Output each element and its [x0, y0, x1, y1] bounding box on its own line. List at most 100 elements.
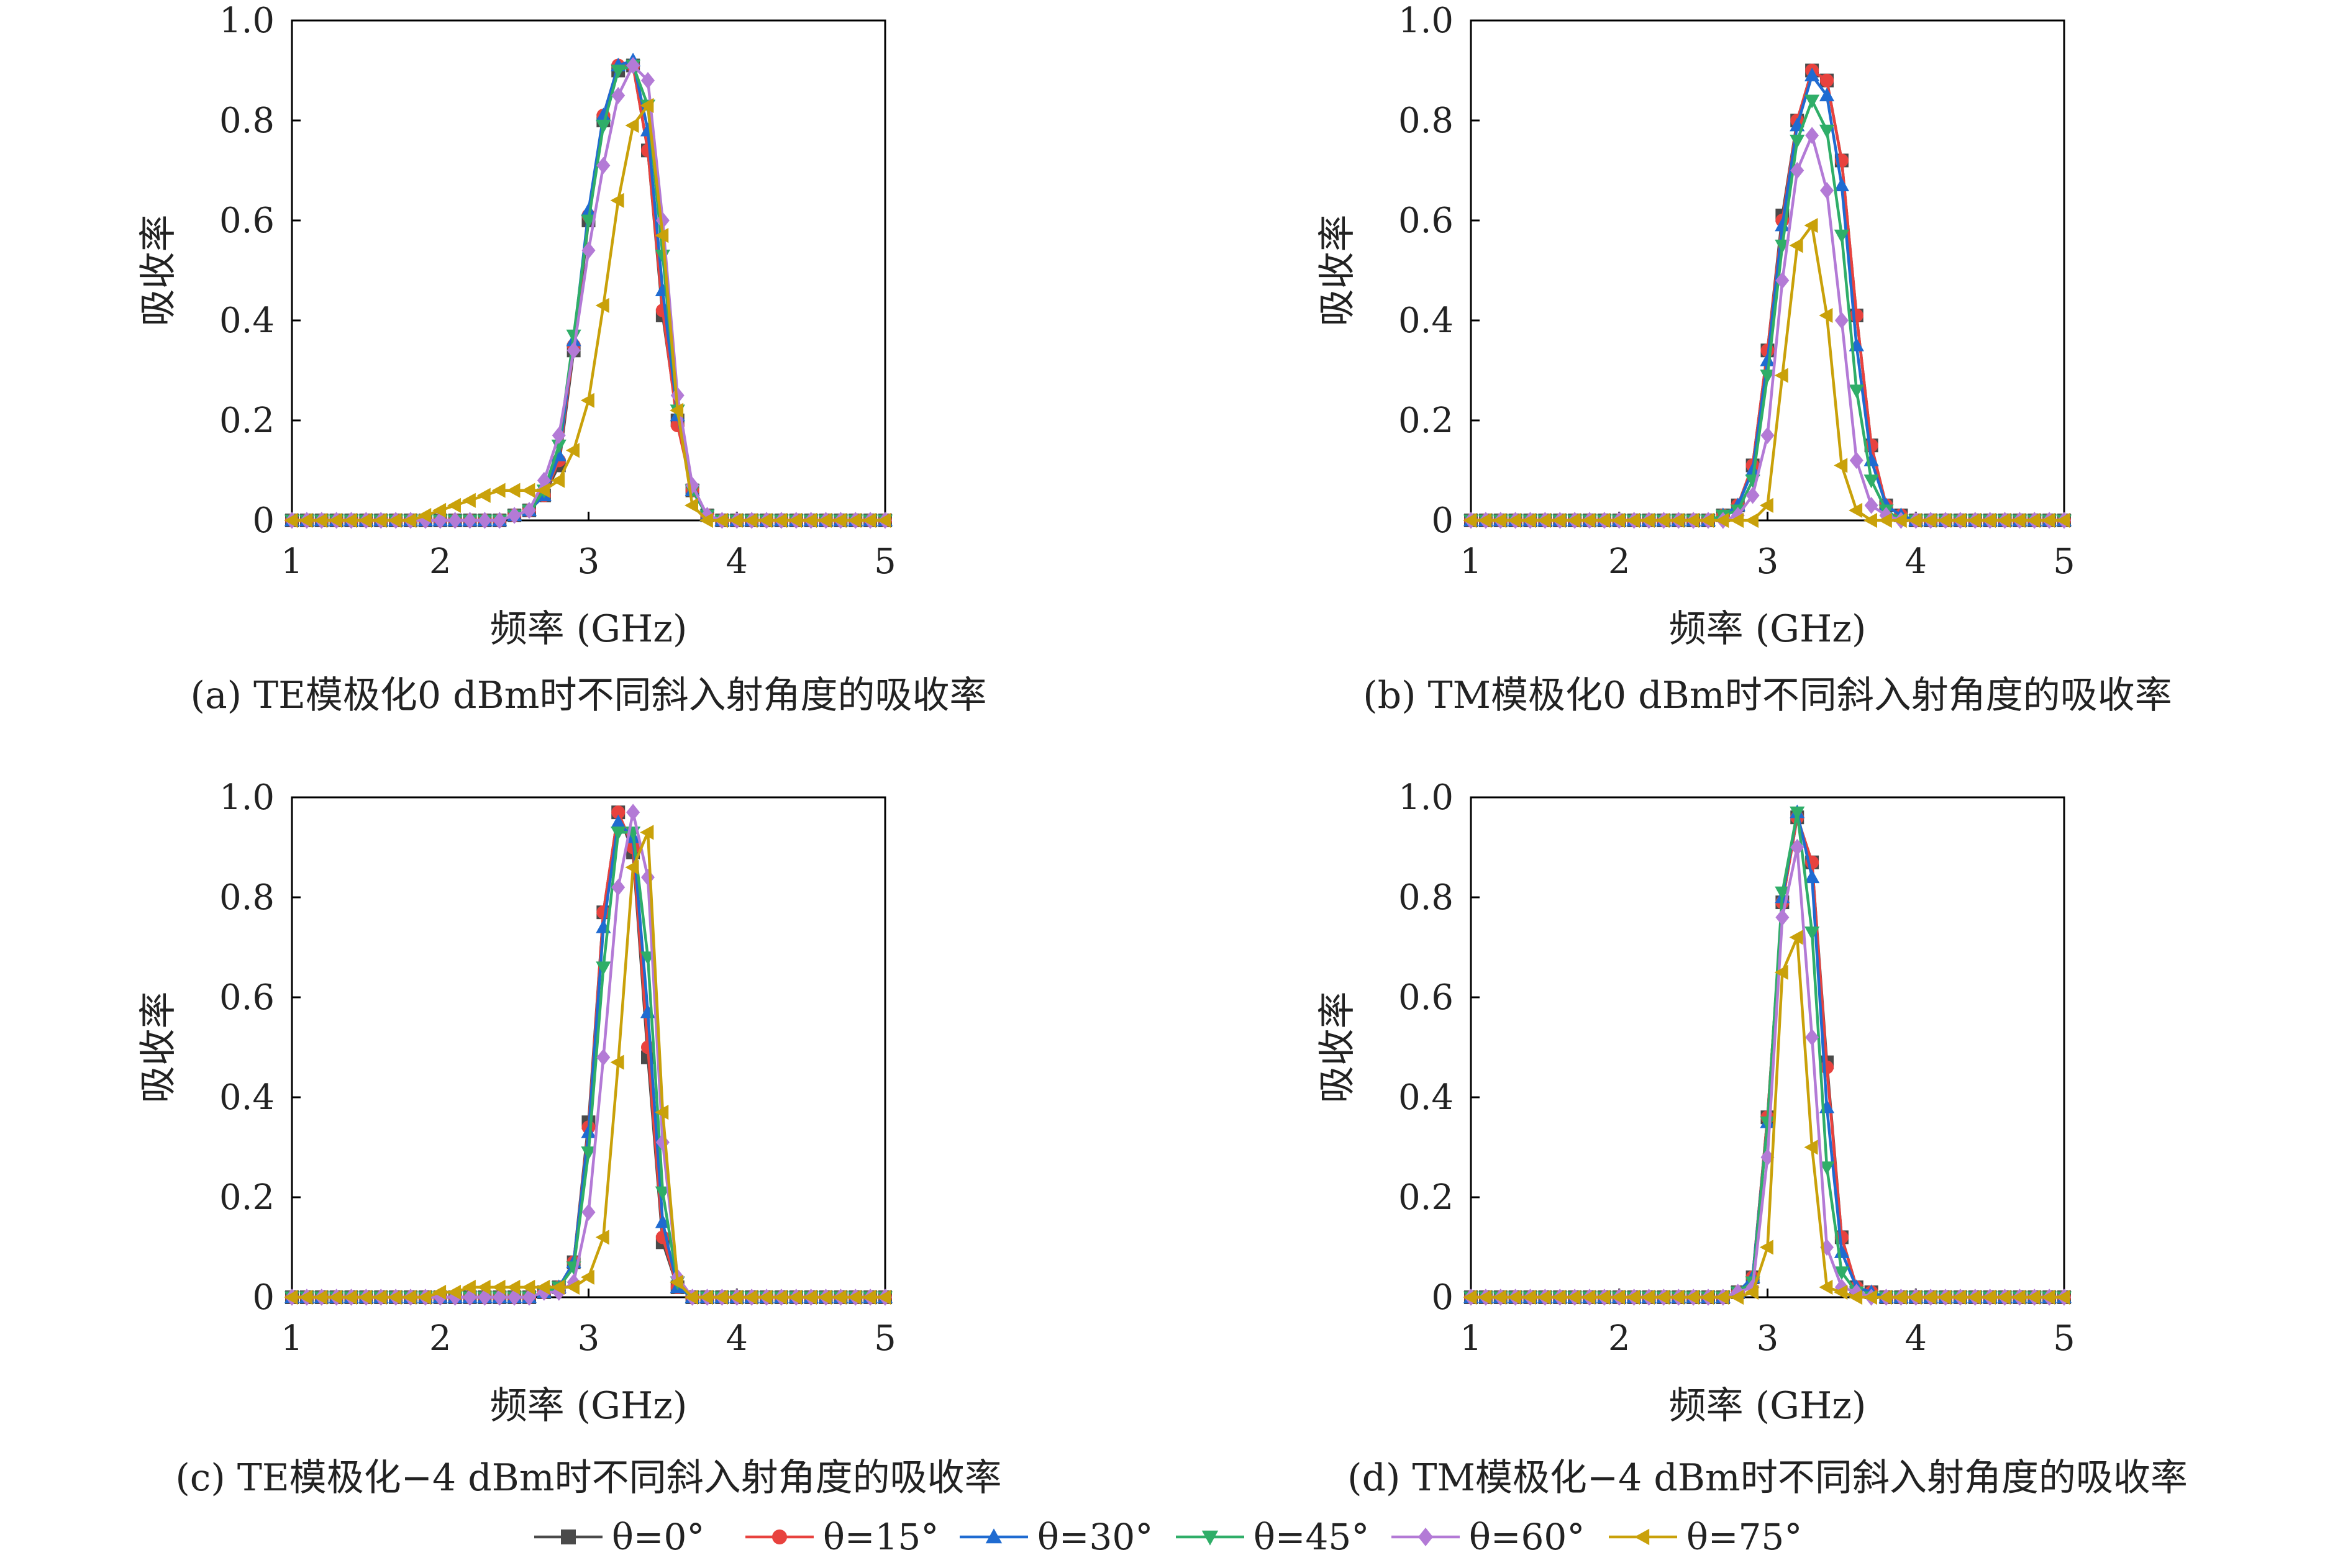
plot-frame — [291, 796, 886, 1298]
data-point — [343, 512, 357, 528]
data-point — [462, 1279, 476, 1295]
data-point — [670, 402, 684, 418]
x-tick-label: 5 — [874, 1318, 896, 1359]
data-point — [1967, 512, 1982, 528]
data-point — [403, 1289, 417, 1305]
data-point — [565, 443, 580, 458]
data-point — [1760, 1116, 1775, 1130]
data-point — [699, 1289, 713, 1305]
data-point — [1730, 1289, 1744, 1305]
data-point — [358, 1289, 372, 1305]
data-point — [1849, 451, 1863, 469]
data-point — [1819, 1161, 1835, 1176]
data-point — [744, 1289, 758, 1305]
x-tick-label: 4 — [1904, 1318, 1927, 1359]
x-tick-label: 4 — [1904, 542, 1927, 582]
data-point — [1834, 229, 1849, 243]
data-point — [1522, 512, 1536, 528]
data-point — [1790, 161, 1804, 179]
series-2 — [284, 814, 893, 1303]
x-tick-label: 3 — [1757, 1318, 1779, 1359]
data-point — [463, 512, 477, 529]
data-point — [432, 1284, 447, 1300]
legend-label: θ=75° — [1686, 1516, 1802, 1558]
data-point — [758, 1289, 773, 1305]
data-point — [655, 1186, 670, 1200]
data-point — [640, 1004, 656, 1018]
data-point — [373, 1289, 387, 1305]
data-point — [832, 1289, 847, 1305]
data-point — [506, 1279, 521, 1295]
data-point — [552, 427, 566, 444]
panel-caption: (d) TM模极化−4 dBm时不同斜入射角度的吸收率 — [1347, 1456, 2188, 1500]
data-point — [1849, 308, 1863, 322]
data-point — [1493, 1289, 1507, 1305]
series-line — [1471, 74, 2064, 522]
data-point — [1923, 512, 1937, 528]
data-point — [714, 1289, 728, 1305]
legend-label: θ=15° — [823, 1516, 939, 1558]
series-5 — [1463, 930, 2070, 1305]
data-point — [803, 512, 817, 528]
data-point — [655, 1214, 670, 1228]
plot-frame — [291, 19, 886, 522]
data-point — [729, 512, 743, 528]
data-point — [1849, 502, 1863, 518]
data-point — [1834, 1266, 1849, 1280]
data-point — [595, 297, 609, 313]
data-point — [1463, 512, 1477, 528]
data-point — [1849, 1289, 1863, 1305]
x-tick-label: 2 — [1608, 542, 1631, 582]
data-point — [328, 1289, 342, 1305]
data-point — [476, 487, 491, 503]
data-point — [448, 512, 462, 529]
y-axis-label: 吸收率 — [137, 992, 180, 1103]
y-tick-label: 0 — [252, 1277, 275, 1318]
x-axis-label: 频率 (GHz) — [1669, 607, 1867, 651]
data-point — [506, 483, 521, 498]
data-point — [596, 119, 611, 134]
data-point — [1937, 512, 1952, 528]
data-point — [551, 473, 565, 488]
data-point — [611, 87, 626, 104]
data-point — [1863, 474, 1879, 489]
series-line — [292, 64, 885, 522]
series-5 — [1463, 217, 2070, 528]
data-point — [655, 228, 669, 243]
data-point — [1581, 1289, 1596, 1305]
data-point — [862, 512, 876, 528]
y-tick-label: 0.6 — [219, 977, 275, 1018]
data-point — [343, 1289, 357, 1305]
data-point — [373, 512, 387, 528]
data-point — [1923, 1289, 1937, 1305]
series-0 — [1464, 63, 2071, 527]
data-point — [1819, 88, 1835, 102]
data-point — [1507, 512, 1521, 528]
x-tick-label: 2 — [429, 1318, 452, 1359]
data-point — [596, 961, 611, 976]
data-point — [1759, 1239, 1773, 1255]
data-point — [2011, 1289, 2026, 1305]
data-point — [2041, 512, 2055, 528]
data-point — [1819, 307, 1833, 324]
data-point — [284, 1289, 298, 1305]
data-point — [1952, 512, 1967, 528]
data-point — [2056, 1289, 2070, 1305]
data-point — [1790, 806, 1805, 820]
data-point — [655, 1105, 669, 1120]
data-point — [403, 512, 417, 528]
data-point — [521, 483, 535, 498]
data-point — [1967, 1289, 1982, 1305]
x-tick-label: 2 — [429, 542, 452, 582]
y-tick-label: 0 — [1431, 501, 1454, 541]
data-point — [1790, 838, 1804, 856]
data-point — [670, 1274, 684, 1290]
series-1 — [285, 58, 892, 527]
data-point — [1626, 1289, 1640, 1305]
data-point — [610, 1054, 624, 1070]
legend-marker — [985, 1528, 1003, 1544]
y-tick-label: 0 — [252, 501, 275, 541]
data-point — [493, 512, 507, 529]
series-line — [1471, 69, 2064, 522]
data-point — [1864, 497, 1878, 514]
